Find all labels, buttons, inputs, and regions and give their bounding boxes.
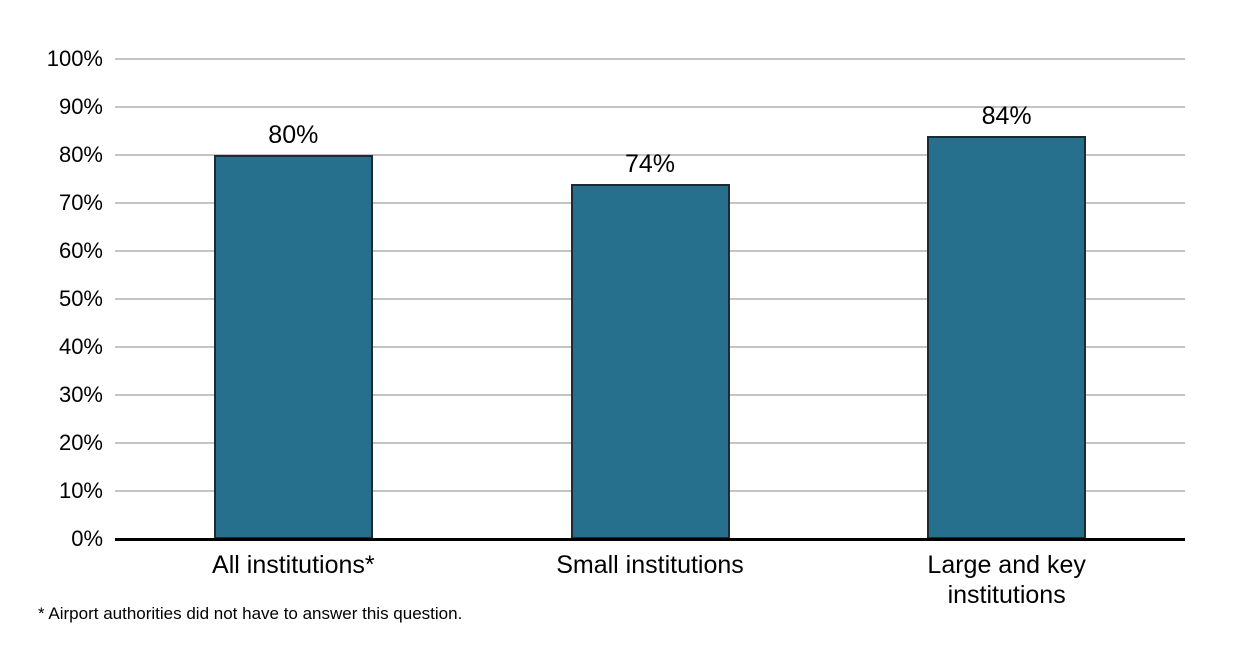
y-axis-tick-label: 20% xyxy=(58,430,103,455)
y-axis-tick-label: 0% xyxy=(71,526,103,551)
bar xyxy=(927,135,1087,539)
x-axis-category-label: Small institutions xyxy=(556,551,744,579)
y-axis-tick-label: 90% xyxy=(58,94,103,119)
x-axis-category-label: Large and key institutions xyxy=(927,551,1086,609)
gridline xyxy=(115,106,1185,108)
bar-value-label: 84% xyxy=(981,101,1032,130)
gridline xyxy=(115,154,1185,156)
bar xyxy=(213,155,373,539)
y-axis-tick-label: 60% xyxy=(58,238,103,263)
y-axis-tick-label: 10% xyxy=(58,478,103,503)
y-axis-tick-label: 100% xyxy=(46,46,103,71)
bar-value-label: 74% xyxy=(624,149,676,178)
x-axis-line xyxy=(115,537,1185,541)
gridline xyxy=(115,58,1185,60)
x-axis-category-label: All institutions* xyxy=(212,551,375,579)
y-axis-tick-label: 50% xyxy=(58,286,103,311)
bar-value-label: 80% xyxy=(268,121,319,149)
y-axis-tick-label: 70% xyxy=(58,190,103,215)
y-axis-tick-label: 40% xyxy=(58,334,103,359)
y-axis-tick-label: 30% xyxy=(58,382,103,407)
footnote: * Airport authorities did not have to an… xyxy=(38,604,463,623)
bar xyxy=(570,183,730,539)
y-axis-tick-label: 80% xyxy=(58,142,103,167)
